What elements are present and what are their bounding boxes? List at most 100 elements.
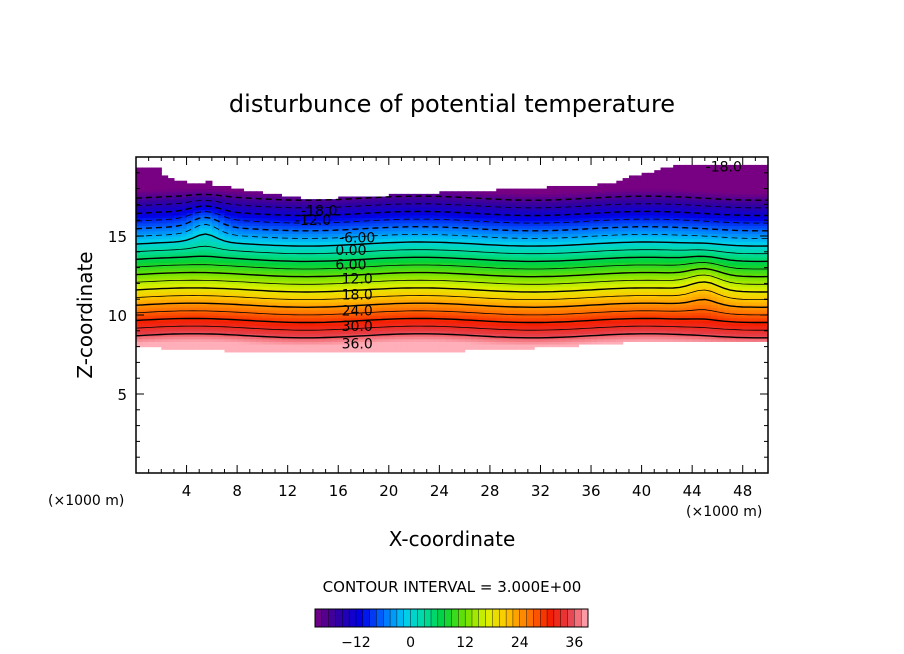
heatmap-cell bbox=[186, 212, 194, 216]
heatmap-cell bbox=[312, 262, 320, 266]
heatmap-cell bbox=[192, 320, 200, 324]
heatmap-cell bbox=[192, 241, 200, 245]
heatmap-cell bbox=[262, 196, 270, 200]
heatmap-cell bbox=[338, 283, 346, 287]
heatmap-cell bbox=[173, 180, 181, 184]
heatmap-cell bbox=[546, 262, 554, 266]
heatmap-cell bbox=[508, 343, 516, 348]
heatmap-cell bbox=[521, 288, 529, 292]
heatmap-cell bbox=[445, 291, 453, 295]
heatmap-cell bbox=[603, 293, 611, 298]
heatmap-cell bbox=[565, 214, 573, 219]
heatmap-cell bbox=[243, 286, 251, 290]
heatmap-cell bbox=[483, 199, 491, 203]
heatmap-cell bbox=[502, 315, 510, 319]
heatmap-cell bbox=[344, 291, 352, 295]
heatmap-cell bbox=[180, 233, 188, 237]
heatmap-cell bbox=[388, 243, 396, 248]
heatmap-cell bbox=[275, 262, 282, 266]
heatmap-cell bbox=[591, 283, 598, 287]
heatmap-cell bbox=[173, 296, 181, 300]
heatmap-cell bbox=[344, 275, 352, 279]
heatmap-cell bbox=[388, 299, 396, 303]
heatmap-cell bbox=[439, 236, 447, 240]
heatmap-cell bbox=[369, 315, 377, 319]
heatmap-cell bbox=[161, 286, 169, 290]
heatmap-cell bbox=[199, 217, 207, 221]
heatmap-cell bbox=[641, 333, 649, 337]
heatmap-cell bbox=[344, 267, 352, 271]
heatmap-cell bbox=[559, 280, 567, 284]
heatmap-cell bbox=[268, 317, 276, 321]
heatmap-cell bbox=[325, 338, 333, 342]
heatmap-cell bbox=[420, 320, 428, 324]
heatmap-cell bbox=[578, 299, 586, 303]
heatmap-cell bbox=[470, 191, 478, 195]
heatmap-cell bbox=[338, 307, 346, 311]
heatmap-cell bbox=[350, 307, 358, 311]
heatmap-cell bbox=[477, 278, 485, 282]
heatmap-cell bbox=[312, 322, 320, 327]
heatmap-cell bbox=[350, 257, 358, 261]
heatmap-cell bbox=[205, 299, 213, 303]
heatmap-cell bbox=[256, 346, 263, 350]
heatmap-cell bbox=[312, 307, 320, 311]
heatmap-cell bbox=[603, 288, 611, 292]
heatmap-cell bbox=[306, 228, 314, 232]
heatmap-cell bbox=[515, 222, 523, 227]
heatmap-cell bbox=[205, 201, 213, 205]
heatmap-cell bbox=[477, 233, 485, 237]
heatmap-cell bbox=[483, 207, 491, 211]
heatmap-cell bbox=[376, 236, 384, 240]
heatmap-cell bbox=[578, 312, 586, 316]
heatmap-cell bbox=[395, 262, 403, 266]
heatmap-cell bbox=[540, 249, 548, 253]
heatmap-cell bbox=[148, 315, 156, 319]
heatmap-cell bbox=[426, 241, 434, 245]
heatmap-cell bbox=[597, 225, 605, 229]
heatmap-cell bbox=[357, 220, 365, 224]
heatmap-cell bbox=[616, 199, 624, 203]
heatmap-cell bbox=[382, 199, 390, 203]
heatmap-cell bbox=[540, 343, 548, 348]
heatmap-cell bbox=[559, 238, 567, 242]
heatmap-cell bbox=[572, 336, 579, 340]
heatmap-cell bbox=[496, 254, 504, 258]
heatmap-cell bbox=[395, 312, 403, 316]
heatmap-cell bbox=[300, 222, 308, 227]
heatmap-cell bbox=[534, 304, 542, 308]
heatmap-cell bbox=[521, 312, 529, 316]
heatmap-cell bbox=[641, 262, 649, 266]
heatmap-cell bbox=[205, 236, 213, 240]
heatmap-cell bbox=[616, 236, 624, 240]
heatmap-cell bbox=[597, 296, 605, 300]
heatmap-cell bbox=[515, 307, 523, 311]
heatmap-cell bbox=[357, 251, 365, 256]
heatmap-cell bbox=[142, 217, 150, 221]
heatmap-cell bbox=[281, 220, 289, 224]
heatmap-cell bbox=[186, 257, 194, 261]
heatmap-cell bbox=[388, 336, 396, 340]
heatmap-cell bbox=[281, 288, 289, 292]
heatmap-cell bbox=[597, 291, 605, 295]
heatmap-cell bbox=[521, 283, 529, 287]
heatmap-cell bbox=[502, 230, 510, 234]
heatmap-cell bbox=[603, 259, 611, 263]
heatmap-cell bbox=[237, 312, 245, 316]
heatmap-cell bbox=[508, 299, 516, 303]
heatmap-cell bbox=[433, 338, 440, 342]
heatmap-cell bbox=[641, 330, 649, 335]
heatmap-cell bbox=[148, 270, 156, 274]
heatmap-cell bbox=[192, 309, 200, 313]
heatmap-cell bbox=[211, 204, 219, 208]
heatmap-cell bbox=[470, 233, 478, 237]
heatmap-cell bbox=[338, 214, 346, 219]
heatmap-cell bbox=[142, 296, 150, 300]
heatmap-cell bbox=[142, 278, 150, 282]
heatmap-cell bbox=[363, 301, 371, 306]
heatmap-cell bbox=[426, 212, 434, 216]
heatmap-cell bbox=[281, 249, 289, 253]
heatmap-cell bbox=[395, 283, 403, 287]
heatmap-cell bbox=[369, 296, 377, 300]
heatmap-cell bbox=[477, 238, 485, 242]
